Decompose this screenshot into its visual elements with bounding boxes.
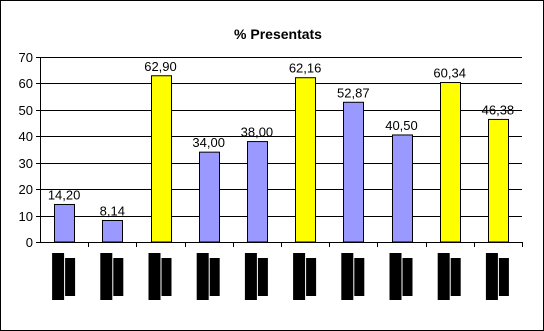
redaction-block xyxy=(65,258,76,296)
redaction-block xyxy=(437,253,450,300)
category-label-redacted xyxy=(100,253,124,300)
data-label: 38,00 xyxy=(241,125,274,140)
data-label: 52,87 xyxy=(337,85,370,100)
category-label-redacted xyxy=(341,253,365,300)
data-label: 34,00 xyxy=(192,135,225,150)
y-tick-label: 0 xyxy=(26,235,33,250)
category-label-redacted xyxy=(485,253,509,300)
data-label: 40,50 xyxy=(385,118,418,133)
y-tick-label: 40 xyxy=(19,129,33,144)
redaction-block xyxy=(244,253,257,300)
category-label-redacted xyxy=(148,253,172,300)
category-label-redacted xyxy=(437,253,461,300)
category-label-redacted xyxy=(244,253,268,300)
redaction-block xyxy=(341,253,354,300)
chart-title: % Presentats xyxy=(234,26,322,42)
y-tick-label: 50 xyxy=(19,103,33,118)
bars xyxy=(54,75,509,243)
y-tick-label: 60 xyxy=(19,76,33,91)
redaction-block xyxy=(498,258,509,296)
redaction-block xyxy=(389,253,402,300)
category-label-redacted xyxy=(293,253,317,300)
data-label: 60,34 xyxy=(433,66,466,81)
category-label-redacted xyxy=(196,253,220,300)
y-tick-label: 30 xyxy=(19,156,33,171)
data-labels: 14,20 8,14 62,90 34,00 38,00 62,16 52,87 40,50 6… xyxy=(48,59,514,219)
redaction-block xyxy=(257,258,268,296)
bar xyxy=(102,219,123,243)
bar xyxy=(54,203,75,243)
redaction-block xyxy=(293,253,306,300)
redaction-block xyxy=(196,253,209,300)
y-tick-label: 20 xyxy=(19,182,33,197)
bar xyxy=(392,134,413,243)
gridlines xyxy=(40,57,522,217)
data-label: 62,16 xyxy=(289,61,322,76)
bar xyxy=(247,141,268,243)
bar xyxy=(151,75,172,243)
redaction-block xyxy=(161,258,172,296)
category-labels xyxy=(52,253,509,300)
redaction-block xyxy=(100,253,113,300)
redaction-block xyxy=(52,253,65,300)
data-label: 14,20 xyxy=(48,187,81,202)
redaction-block xyxy=(450,258,461,296)
bar xyxy=(488,118,509,243)
data-label: 46,38 xyxy=(482,102,515,117)
bar xyxy=(343,101,364,243)
bar xyxy=(295,77,316,243)
redaction-block xyxy=(402,258,413,296)
category-label-redacted xyxy=(52,253,76,300)
y-tick-label: 70 xyxy=(19,50,33,65)
bar xyxy=(199,151,220,243)
redaction-block xyxy=(148,253,161,300)
redaction-block xyxy=(113,258,124,296)
redaction-block xyxy=(485,253,498,300)
bar xyxy=(440,82,461,243)
category-label-redacted xyxy=(389,253,413,300)
redaction-block xyxy=(354,258,365,296)
redaction-block xyxy=(306,258,317,296)
data-label: 62,90 xyxy=(144,59,177,74)
redaction-block xyxy=(209,258,220,296)
y-tick-label: 10 xyxy=(19,209,33,224)
data-label: 8,14 xyxy=(100,203,125,218)
